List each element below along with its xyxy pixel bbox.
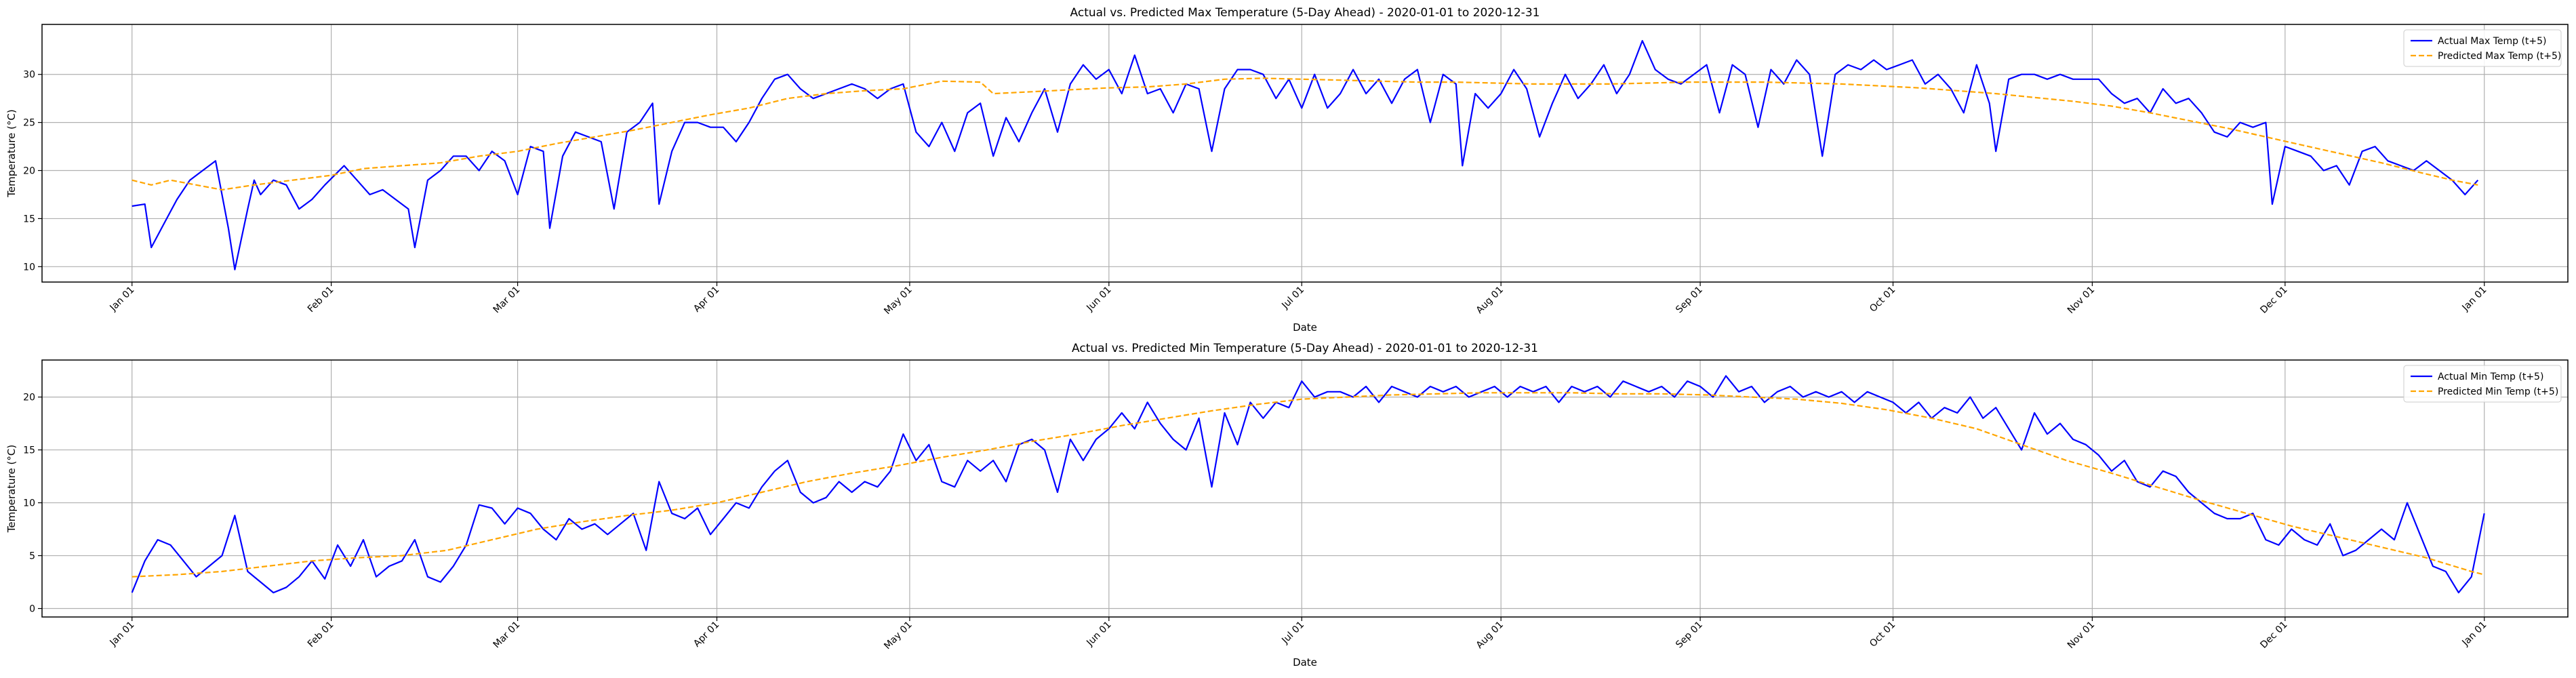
chart-1-legend-box [2403, 29, 2562, 67]
chart-1-series-actual-line [132, 40, 2479, 271]
chart-1-xlabel: Date [1293, 321, 1317, 334]
chart-2-xtick-label: Jan 01 [2460, 620, 2489, 649]
chart-1-legend-label: Predicted Max Temp (t+5) [2438, 51, 2561, 62]
chart-2-legend-label: Actual Min Temp (t+5) [2438, 372, 2543, 382]
chart-2-ytick-label: 15 [23, 445, 35, 456]
chart-1-xtick-label: Mar 01 [491, 285, 523, 316]
chart-2-ytick-label: 20 [23, 393, 35, 403]
chart-2-xtick-label: Jun 01 [1084, 620, 1113, 649]
chart-1-xtick-label: May 01 [882, 285, 914, 317]
chart-2-xtick-label: Nov 01 [2066, 620, 2097, 651]
chart-2: 0 5 10 15 20 Jan 01 Feb 01 Mar 01 Apr 01 May 01 Ju… [5, 342, 2569, 669]
chart-1-ytick-label: 20 [23, 166, 35, 177]
chart-2-ylabel: Temperature (°C) [5, 445, 18, 533]
chart-2-legend-label: Predicted Min Temp (t+5) [2438, 386, 2558, 397]
chart-1-xtick-label: Dec 01 [2258, 285, 2289, 316]
chart-1-xtick-label: Jan 01 [2460, 285, 2489, 314]
chart-2-ytick-label: 0 [29, 604, 35, 615]
chart-2-xtick-label: Feb 01 [306, 620, 336, 650]
chart-1-xtick-label: Nov 01 [2066, 285, 2097, 316]
chart-1-xtick-label: Jul 01 [1279, 285, 1306, 312]
chart-2-xtick-label: Jul 01 [1279, 620, 1306, 647]
chart-1-legend: Actual Max Temp (t+5) Predicted Max Temp … [2403, 29, 2562, 67]
chart-2-ytick-label: 10 [23, 498, 35, 509]
chart-2-xtick-label: Jan 01 [108, 620, 137, 649]
chart-2-xtick-label: Mar 01 [491, 620, 523, 651]
chart-1-xtick-label: Feb 01 [306, 285, 336, 315]
chart-2-xtick-label: Aug 01 [1474, 620, 1506, 651]
chart-2-xtick-label: Apr 01 [691, 620, 721, 650]
chart-2-xlabel: Date [1293, 656, 1317, 669]
chart-1: 10 15 20 25 30 Jan 01 Feb 01 Mar 01 Apr 01 May 01… [5, 6, 2569, 334]
chart-2-plot-frame [41, 359, 2569, 618]
chart-2-series-predicted-line [132, 392, 2484, 578]
chart-1-xtick-label: Jan 01 [108, 285, 137, 314]
chart-1-series-predicted-line [132, 77, 2478, 191]
chart-2-series-actual-line [131, 375, 2485, 594]
chart-2-xtick-label: Oct 01 [1868, 620, 1897, 650]
chart-1-xtick-label: Sep 01 [1674, 285, 1705, 316]
chart-2-title: Actual vs. Predicted Min Temperature (5-… [1072, 342, 1538, 355]
chart-2-xtick-label: Dec 01 [2258, 620, 2289, 651]
chart-2-xtick-label: May 01 [882, 620, 914, 652]
chart-1-xtick-label: Apr 01 [691, 285, 721, 315]
chart-1-legend-label: Actual Max Temp (t+5) [2438, 36, 2547, 47]
chart-1-ytick-label: 30 [23, 70, 35, 81]
chart-1-title: Actual vs. Predicted Max Temperature (5-… [1070, 6, 1540, 20]
chart-1-xtick-label: Jun 01 [1084, 285, 1113, 314]
chart-1-plot-frame [41, 24, 2569, 283]
chart-1-xtick-label: Aug 01 [1474, 285, 1506, 316]
chart-1-ylabel: Temperature (°C) [5, 109, 18, 197]
chart-2-legend: Actual Min Temp (t+5) Predicted Min Temp … [2403, 365, 2562, 403]
chart-1-ytick-label: 25 [23, 118, 35, 129]
chart-2-xtick-label: Sep 01 [1674, 620, 1705, 651]
chart-2-legend-box [2403, 365, 2562, 403]
chart-2-ytick-label: 5 [29, 551, 35, 562]
chart-1-ytick-label: 10 [23, 262, 35, 273]
chart-1-xtick-label: Oct 01 [1868, 285, 1897, 315]
chart-1-ytick-label: 15 [23, 214, 35, 224]
